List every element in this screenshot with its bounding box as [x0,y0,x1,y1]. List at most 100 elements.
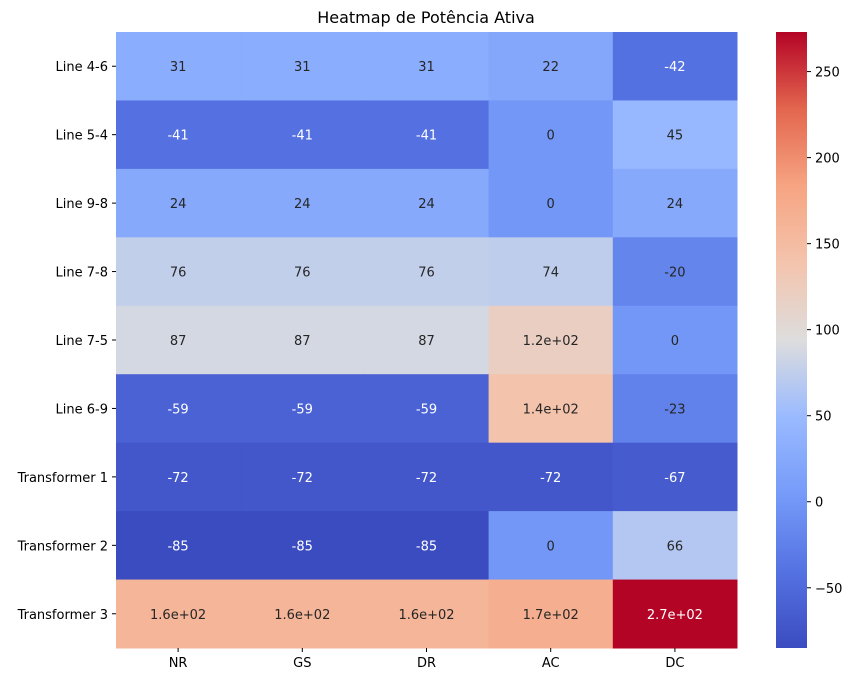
cell-value-label: 31 [418,60,435,75]
y-tick-label: Transformer 1 [17,471,108,486]
heatmap-cell [116,100,241,170]
colorbar-tick-label: 200 [815,152,840,167]
heatmap-cell [612,305,738,375]
y-tick-label: Line 4-6 [56,60,108,75]
x-tick-label: GS [293,656,311,671]
heatmap-cell [364,579,490,649]
heatmap-cell [240,511,365,581]
cell-value-label: 1.2e+02 [523,334,579,349]
cell-value-label: 45 [667,129,684,144]
cell-value-label: 2.7e+02 [647,608,703,623]
colorbar: −50 0 50 100 150 200 250 [776,32,842,648]
cell-value-label: -72 [416,471,437,486]
y-tick-label: Line 7-8 [56,266,108,281]
cell-value-label: -23 [664,402,685,417]
cell-value-label: 24 [294,197,311,212]
heatmap-cell [240,100,365,170]
cell-value-label: -72 [167,471,188,486]
cell-value-label: 87 [418,334,435,349]
heatmap-cell [240,442,365,512]
cell-value-label: -41 [292,129,313,144]
y-tick-label: Transformer 3 [17,608,108,623]
colorbar-tick-label: −50 [815,582,842,597]
cell-value-label: -41 [167,129,188,144]
cell-annotations: 31 31 31 22 -42 -41 -41 -41 0 45 24 24 24 0 24 76 76 76 74… [150,60,703,623]
cell-value-label: 1.6e+02 [398,608,454,623]
colorbar-tick-label: 250 [815,66,840,81]
cell-value-label: 1.4e+02 [523,402,579,417]
heatmap-cell [364,32,490,101]
cell-value-label: 24 [170,197,187,212]
heatmap-cell [612,511,738,581]
y-axis-ticks: Line 4-6 Line 5-4 Line 9-8 Line 7-8 Line 7-5… [17,60,116,623]
x-tick-label: DR [417,656,436,671]
cell-value-label: 0 [547,197,555,212]
y-tick-label: Transformer 2 [17,539,108,554]
cell-value-label: -85 [292,539,313,554]
heatmap-cell [488,168,614,238]
colorbar-gradient [776,32,807,648]
heatmap-cell [488,511,614,581]
cell-value-label: 76 [294,266,311,281]
cell-value-label: -59 [416,402,437,417]
heatmap-cell [116,442,241,512]
cell-value-label: 0 [547,129,555,144]
x-tick-label: NR [169,656,188,671]
heatmap-cell [116,32,241,101]
heatmap-cell [488,237,614,307]
heatmap-cell [364,374,490,444]
y-tick-label: Line 9-8 [56,197,108,212]
heatmap-cell [116,374,241,444]
cell-value-label: 1.7e+02 [523,608,579,623]
x-axis-ticks: NR GS DR AC DC [169,648,684,671]
cell-value-label: 0 [547,539,555,554]
cell-value-label: 1.6e+02 [274,608,330,623]
heatmap-cell [364,511,490,581]
heatmap-cell [612,374,738,444]
heatmap-cell [116,237,241,307]
cell-value-label: 66 [667,539,684,554]
heatmap-cell [240,305,365,375]
heatmap-cell [116,168,241,238]
cell-value-label: -72 [540,471,561,486]
colorbar-tick-label: 50 [815,410,832,425]
cell-value-label: -67 [664,471,685,486]
cell-value-label: 31 [294,60,311,75]
cell-value-label: 74 [542,266,559,281]
heatmap-cell [612,442,738,512]
heatmap-cell [116,579,241,649]
cell-value-label: 24 [418,197,435,212]
heatmap-cell [612,579,738,649]
y-tick-label: Line 7-5 [56,334,108,349]
y-tick-label: Line 6-9 [56,402,108,417]
chart-title: Heatmap de Potência Ativa [317,8,535,27]
heatmap-cell [116,305,241,375]
y-tick-label: Line 5-4 [56,129,108,144]
heatmap-cell [364,168,490,238]
cell-value-label: 87 [170,334,187,349]
colorbar-tick-label: 150 [815,238,840,253]
cell-value-label: -42 [664,60,685,75]
cell-value-label: 76 [170,266,187,281]
heatmap-cell [488,374,614,444]
colorbar-tick-label: 0 [815,496,823,511]
heatmap-cell [240,32,365,101]
heatmap-cell [612,168,738,238]
heatmap-cell [240,579,365,649]
cell-value-label: 24 [667,197,684,212]
heatmap-cell [488,442,614,512]
heatmap-cell [612,237,738,307]
cell-value-label: 1.6e+02 [150,608,206,623]
heatmap-cells [116,32,738,649]
heatmap-cell [612,100,738,170]
heatmap-cell [240,374,365,444]
cell-value-label: -85 [416,539,437,554]
heatmap-cell [364,100,490,170]
heatmap-cell [364,442,490,512]
cell-value-label: -20 [664,266,685,281]
colorbar-tick-label: 100 [815,324,840,339]
heatmap-cell [488,32,614,101]
cell-value-label: -59 [167,402,188,417]
heatmap-cell [364,237,490,307]
cell-value-label: 0 [671,334,679,349]
